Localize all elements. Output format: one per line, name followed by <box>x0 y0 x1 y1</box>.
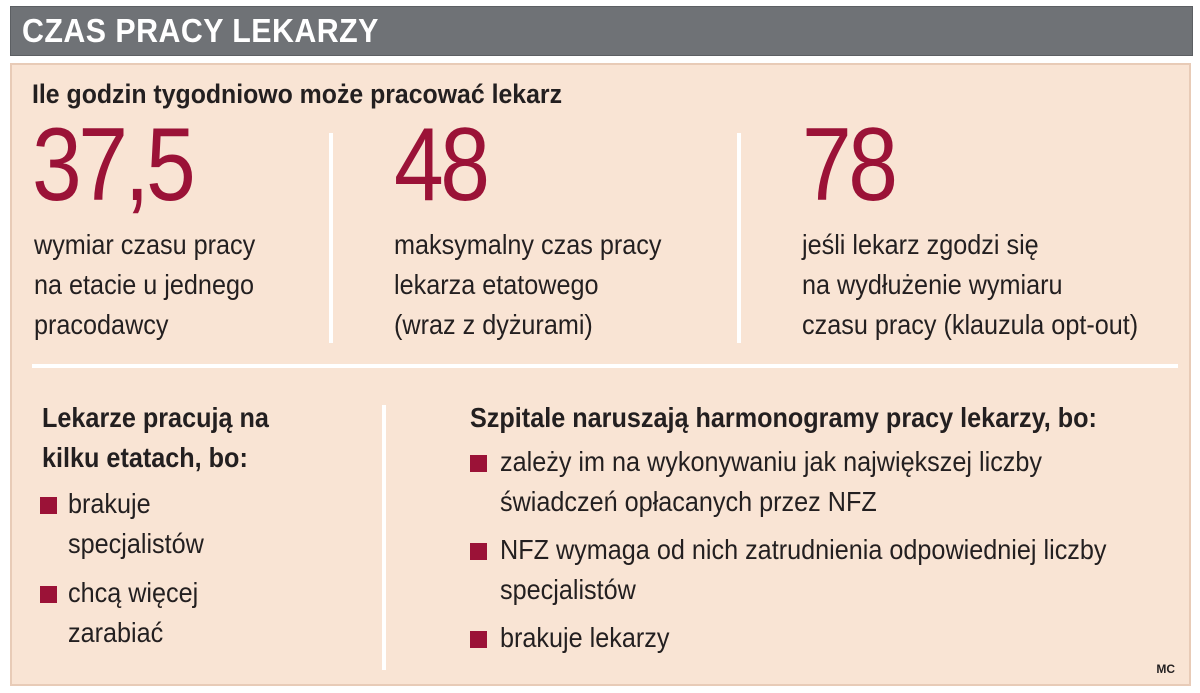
list-item-line: zależy im na wykonywaniu jak największej… <box>500 446 1043 477</box>
column-divider <box>329 133 333 343</box>
list-item-line: NFZ wymaga od nich zatrudnienia odpowied… <box>500 534 1107 565</box>
list-item: chcą więcej zarabiać <box>68 573 198 653</box>
heading-line: Lekarze pracują na <box>42 402 269 433</box>
bullet-square-icon <box>470 455 487 472</box>
author-credit: MC <box>1156 662 1175 676</box>
stat-description-line: wymiar czasu pracy <box>34 229 256 260</box>
stat-description-line: na etacie u jednego <box>34 269 254 300</box>
list-item-line: zarabiać <box>68 617 164 648</box>
right-section-heading: Szpitale naruszają harmonogramy pracy le… <box>470 398 1097 438</box>
left-section-heading: Lekarze pracują na kilku etatach, bo: <box>42 398 269 478</box>
list-item-line: brakuje lekarzy <box>500 622 670 653</box>
list-item-line: specjalistów <box>68 528 204 559</box>
stat-description-standard-hours: wymiar czasu pracy na etacie u jednego p… <box>34 225 255 345</box>
list-item: brakuje specjalistów <box>68 484 204 564</box>
bullet-square-icon <box>470 543 487 560</box>
section-heading: Ile godzin tygodniowo może pracować leka… <box>32 79 563 109</box>
title-bar: CZAS PRACY LEKARZY <box>10 6 1193 56</box>
stat-value-max-hours: 48 <box>394 107 490 223</box>
column-divider <box>382 405 386 670</box>
stat-description-line: maksymalny czas pracy <box>394 229 662 260</box>
stat-description-line: jeśli lekarz zgodzi się <box>802 229 1039 260</box>
bullet-square-icon <box>40 497 57 514</box>
stat-description-line: (wraz z dyżurami) <box>394 309 593 340</box>
horizontal-divider <box>32 364 1178 368</box>
page-title: CZAS PRACY LEKARZY <box>22 12 379 49</box>
list-item-line: świadczeń opłacanych przez NFZ <box>500 486 877 517</box>
stat-description-line: na wydłużenie wymiaru <box>802 269 1063 300</box>
infographic-panel: Ile godzin tygodniowo może pracować leka… <box>10 63 1191 686</box>
list-item: brakuje lekarzy <box>500 618 669 658</box>
column-divider <box>737 133 741 343</box>
list-item-line: brakuje <box>68 488 151 519</box>
bullet-square-icon <box>40 586 57 603</box>
stat-description-opt-out-hours: jeśli lekarz zgodzi się na wydłużenie wy… <box>802 225 1138 345</box>
stat-description-line: lekarza etatowego <box>394 269 599 300</box>
stat-value-opt-out-hours: 78 <box>802 107 898 223</box>
heading-line: Szpitale naruszają harmonogramy pracy le… <box>470 402 1097 433</box>
list-item: zależy im na wykonywaniu jak największej… <box>500 442 1042 522</box>
list-item-line: chcą więcej <box>68 577 199 608</box>
stat-value-standard-hours: 37,5 <box>32 107 196 223</box>
bullet-square-icon <box>470 631 487 648</box>
list-item-line: specjalistów <box>500 574 636 605</box>
stat-description-max-hours: maksymalny czas pracy lekarza etatowego … <box>394 225 661 345</box>
heading-line: kilku etatach, bo: <box>42 442 248 473</box>
stat-description-line: pracodawcy <box>34 309 169 340</box>
list-item: NFZ wymaga od nich zatrudnienia odpowied… <box>500 530 1107 610</box>
stat-description-line: czasu pracy (klauzula opt-out) <box>802 309 1139 340</box>
